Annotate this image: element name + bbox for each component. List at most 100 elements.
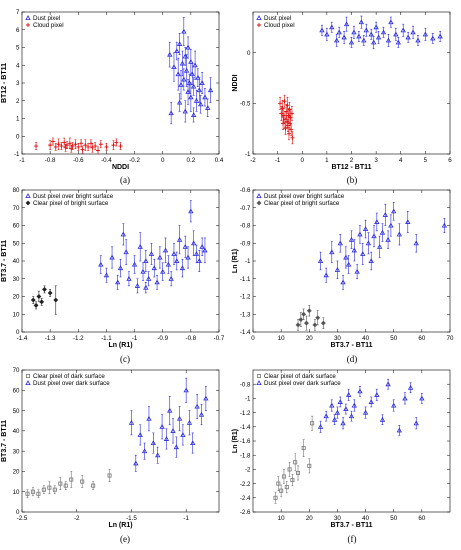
- data-point: [33, 302, 39, 308]
- data-point: [79, 141, 84, 146]
- x-tick-label: 70: [447, 335, 454, 342]
- data-point: [25, 491, 30, 496]
- y-axis-title: Ln (R1): [232, 429, 239, 453]
- y-tick-label: -1.6: [240, 438, 251, 445]
- data-point: [343, 21, 350, 27]
- legend-marker: [25, 200, 31, 206]
- plot-frame: [21, 369, 220, 513]
- y-tick-label: 60: [13, 223, 20, 230]
- data-point: [90, 145, 95, 150]
- data-point: [301, 311, 307, 317]
- data-point: [190, 240, 197, 246]
- data-point: [202, 94, 208, 100]
- series-1: [273, 415, 315, 504]
- data-point: [388, 222, 394, 228]
- y-tick-label: -1.2: [240, 294, 251, 301]
- y-tick-label: 10: [13, 489, 20, 496]
- data-point: [388, 19, 394, 25]
- plot-frame: [252, 189, 451, 333]
- x-tick-label: 3: [374, 157, 378, 164]
- x-tick-label: -1.2: [73, 335, 84, 342]
- data-point: [284, 485, 289, 490]
- data-point: [379, 229, 386, 235]
- panel-caption: (b): [347, 175, 358, 185]
- panel-caption: (e): [120, 534, 130, 544]
- series-1: [98, 200, 208, 294]
- data-point: [62, 140, 67, 145]
- data-point: [320, 320, 326, 326]
- y-tick-label: -1: [14, 151, 20, 158]
- x-tick-label: -2: [250, 157, 256, 164]
- data-point: [39, 299, 45, 305]
- y-tick-label: 20: [13, 469, 20, 476]
- x-tick-label: -1: [19, 157, 25, 164]
- y-tick-label: 3: [16, 80, 20, 87]
- x-tick-label: 50: [390, 515, 397, 522]
- x-tick-label: -0.9: [157, 335, 168, 342]
- series-1: [25, 469, 112, 499]
- data-point: [190, 112, 197, 117]
- data-point: [154, 279, 160, 285]
- data-point: [358, 19, 365, 25]
- series-2: [317, 378, 425, 436]
- data-point: [296, 470, 301, 475]
- x-tick-label: 0.4: [215, 157, 224, 164]
- data-point: [407, 384, 414, 390]
- x-axis-title: Ln (R1): [108, 342, 132, 349]
- legend-marker: [256, 373, 261, 378]
- data-point: [186, 419, 193, 425]
- data-point: [343, 406, 349, 412]
- x-axis-title: BT3.7 - BT11: [330, 342, 372, 349]
- data-point: [162, 247, 169, 253]
- panel-caption: (d): [347, 354, 358, 364]
- legend-label: Dust pixel over dark surface: [33, 380, 110, 387]
- y-tick-label: -2.4: [240, 495, 251, 502]
- data-point: [391, 208, 397, 214]
- data-point: [336, 29, 342, 35]
- x-tick-label: 2: [350, 157, 354, 164]
- data-point: [340, 279, 346, 285]
- data-point: [329, 402, 335, 408]
- x-tick-label: -0.7: [214, 335, 225, 342]
- data-point: [179, 265, 186, 271]
- x-tick-label: -0.6: [73, 157, 84, 164]
- data-point: [146, 415, 152, 421]
- y-tick-label: 7: [16, 9, 20, 16]
- data-point: [281, 474, 286, 479]
- y-tick-label: 5: [16, 45, 20, 52]
- data-point: [337, 399, 343, 404]
- y-tick-label: 0: [247, 50, 251, 57]
- x-tick-label: -1.1: [101, 335, 112, 342]
- data-point: [48, 143, 53, 148]
- data-point: [196, 258, 202, 264]
- data-point: [168, 275, 174, 281]
- data-point: [175, 71, 181, 77]
- x-axis-title: BT3.7 - BT11: [330, 522, 372, 529]
- data-point: [329, 249, 335, 255]
- data-point: [374, 219, 380, 224]
- data-point: [419, 395, 425, 401]
- data-point: [174, 48, 180, 54]
- data-point: [128, 419, 135, 425]
- y-tick-label: 10: [13, 311, 20, 318]
- y-tick-label: 0: [16, 133, 20, 140]
- legend-label: Dust pixel over dark surface: [264, 380, 341, 387]
- y-tick-label: 80: [13, 187, 20, 194]
- data-point: [36, 491, 41, 496]
- data-point: [346, 261, 352, 267]
- data-point: [58, 481, 63, 486]
- data-point: [283, 126, 288, 131]
- data-point: [56, 142, 61, 147]
- data-point: [207, 87, 214, 93]
- x-tick-label: -1: [183, 515, 189, 522]
- x-tick-label: -0.4: [101, 157, 112, 164]
- y-tick-label: 0: [16, 509, 20, 516]
- y-axis-title: BT3.7 - BT11: [1, 240, 8, 282]
- legend-label: Dust pixel over bright surface: [264, 193, 345, 200]
- data-point: [205, 105, 211, 110]
- data-point: [167, 407, 173, 413]
- data-point: [317, 423, 324, 429]
- y-tick-label: 70: [13, 367, 20, 374]
- x-tick-label: 40: [362, 515, 369, 522]
